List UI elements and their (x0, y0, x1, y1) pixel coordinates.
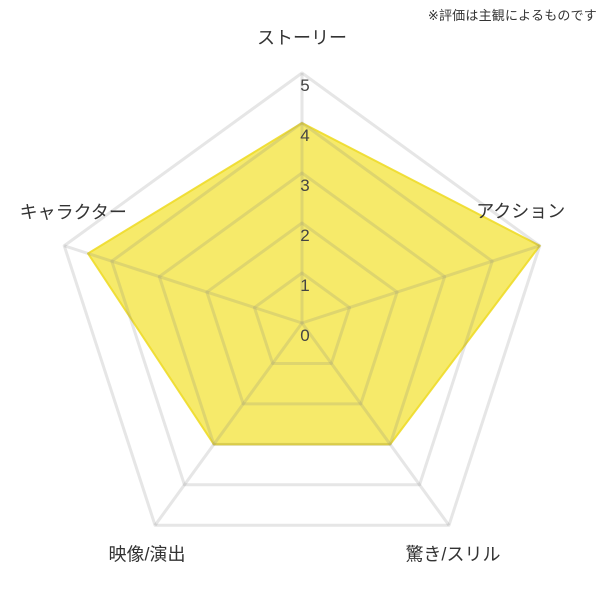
axis-spoke-4 (63, 244, 303, 325)
tick-label-3: 3 (300, 176, 309, 195)
axis-label-2: 驚き/スリル (405, 544, 500, 564)
axis-spoke-2 (300, 322, 451, 527)
data-polygon (87, 122, 541, 446)
grid-ring-3 (157, 171, 447, 446)
axis-label-0: ストーリー (257, 28, 347, 48)
axis-spoke-1 (301, 244, 541, 325)
tick-label-2: 2 (300, 226, 309, 245)
axis-label-3: 映像/演出 (109, 544, 186, 564)
subjectivity-note: ※評価は主観によるものです (427, 8, 597, 23)
grid-ring-4 (110, 121, 494, 487)
grid-ring-5 (62, 71, 542, 527)
axis-spoke-3 (153, 322, 304, 527)
tick-label-5: 5 (300, 76, 309, 95)
tick-label-1: 1 (300, 276, 309, 295)
grid-ring-2 (205, 221, 399, 406)
axis-label-4: キャラクター (20, 203, 127, 223)
tick-label-4: 4 (300, 126, 309, 145)
axis-label-1: アクション (476, 202, 565, 222)
tick-label-0: 0 (300, 326, 309, 345)
grid-ring-1 (252, 271, 352, 365)
